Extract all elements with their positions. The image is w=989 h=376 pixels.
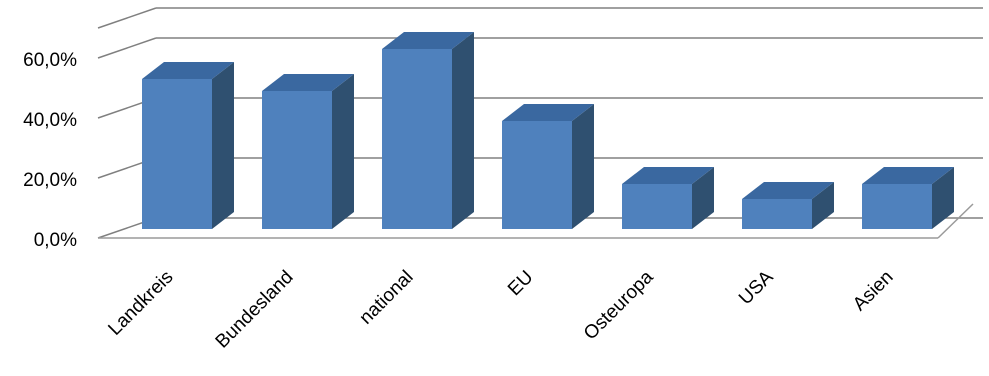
bar-front-face: [142, 79, 212, 229]
bar-side-face: [332, 74, 354, 229]
bar-front-face: [622, 184, 692, 229]
bar-front-face: [742, 199, 812, 229]
gridline: [97, 37, 983, 59]
x-category-label: Bundesland: [212, 267, 298, 353]
bar-usa: [742, 182, 834, 229]
bar-top-face: [142, 62, 234, 79]
bar-bundesland: [262, 74, 354, 229]
bar-top-face: [502, 104, 594, 121]
x-category-label: national: [356, 267, 418, 329]
bar-front-face: [862, 184, 932, 229]
floor-right-edge: [937, 203, 974, 239]
y-tick-label: 0,0%: [34, 230, 77, 251]
bar-national: [382, 32, 474, 229]
y-tick-label: 40,0%: [23, 110, 77, 131]
bar-top-face: [742, 182, 834, 199]
x-category-label: EU: [504, 267, 538, 301]
x-category-label: Asien: [849, 267, 897, 315]
y-axis-ticks: 0,0% 20,0% 40,0% 60,0%: [23, 50, 77, 251]
bar-side-face: [572, 104, 594, 229]
bar-side-face: [932, 167, 954, 229]
x-axis-categories: Landkreis Bundesland national EU Osteuropa US…: [104, 266, 897, 352]
bar-front-face: [502, 121, 572, 229]
bar-landkreis: [142, 62, 234, 229]
gridline: [97, 7, 983, 29]
bar-side-face: [812, 182, 834, 229]
y-tick-label: 60,0%: [23, 50, 77, 71]
bar-top-face: [862, 167, 954, 184]
x-category-label: USA: [735, 266, 778, 309]
bars: [142, 32, 954, 229]
y-tick-label: 20,0%: [23, 170, 77, 191]
bar-top-face: [262, 74, 354, 91]
x-category-label: Osteuropa: [580, 266, 658, 344]
bar-side-face: [212, 62, 234, 229]
chart-floor: [98, 203, 974, 239]
bar-eu: [502, 104, 594, 229]
bar-top-face: [622, 167, 714, 184]
bar-top-face: [382, 32, 474, 49]
bar-osteuropa: [622, 167, 714, 229]
bar-asien: [862, 167, 954, 229]
x-category-label: Landkreis: [104, 267, 177, 340]
bar-side-face: [692, 167, 714, 229]
bar-side-face: [452, 32, 474, 229]
bar-front-face: [262, 91, 332, 229]
bar-front-face: [382, 49, 452, 229]
